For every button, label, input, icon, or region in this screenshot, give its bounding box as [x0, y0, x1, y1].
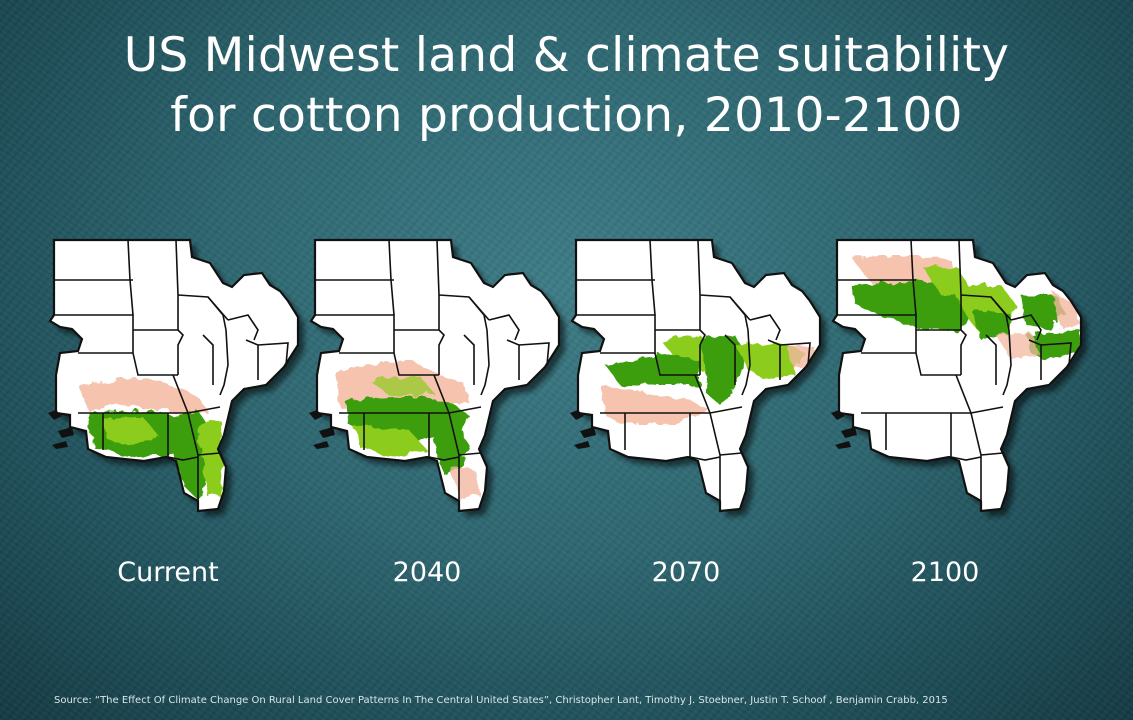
midwest-map-2040 [309, 238, 561, 513]
map-current [48, 235, 313, 530]
title-line-1: US Midwest land & climate suitability [123, 28, 1010, 83]
panel-label-2040: 2040 [392, 557, 462, 588]
map-2070 [570, 235, 835, 530]
page-title: US Midwest land & climate suitability fo… [0, 26, 1133, 146]
panel-label-2070: 2070 [651, 557, 721, 588]
map-panels [0, 235, 1133, 535]
source-citation: Source: “The Effect Of Climate Change On… [54, 695, 948, 706]
panel-label-2100: 2100 [910, 557, 980, 588]
midwest-map-2100 [831, 238, 1083, 513]
map-2100 [831, 235, 1096, 530]
panel-label-current: Current [117, 557, 219, 588]
midwest-map-2070 [570, 238, 822, 513]
map-2040 [309, 235, 574, 530]
midwest-map-current [48, 238, 300, 513]
title-line-2: for cotton production, 2010-2100 [170, 88, 963, 143]
